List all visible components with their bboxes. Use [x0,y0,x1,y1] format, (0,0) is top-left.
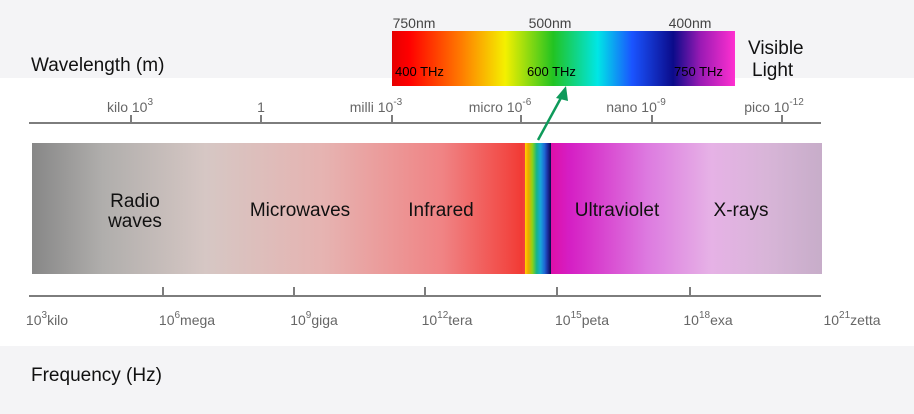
wavelength-tick-label-milli: milli 10-3 [349,97,403,116]
wavelength-tick-label-one: 1 [257,99,265,115]
visible-spectrum-bar [392,31,735,86]
visible-band-strip [525,143,551,274]
region-label-infrared: Infrared [408,200,474,221]
frequency-400thz-label: 400 THz [395,64,444,79]
frequency-tick-label-tera: 1012tera [421,310,473,329]
region-label-radio-waves: Radio waves [108,192,162,232]
wavelength-tick [260,115,262,123]
region-label-xrays: X-rays [713,200,769,221]
frequency-tick [556,287,558,295]
frequency-tick [424,287,426,295]
frequency-tick-label-peta: 1015peta [555,310,609,329]
frequency-tick [162,287,164,295]
wavelength-tick-label-nano: nano 10-9 [606,97,666,116]
wavelength-tick-label-micro: micro 10-6 [468,97,532,116]
wavelength-750nm-label: 750nm [392,15,436,31]
wavelength-axis-title: Wavelength (m) [31,55,165,76]
frequency-tick [293,287,295,295]
frequency-tick-label-zetta: 1021zetta [823,310,881,329]
visible-light-label-line1: Visible [748,38,804,59]
wavelength-axis-line [29,122,821,124]
frequency-750thz-label: 750 THz [674,64,723,79]
radio-label-line1: Radio [110,191,160,212]
frequency-tick [689,287,691,295]
frequency-tick-label-kilo: 103kilo [25,310,69,329]
bottom-band [0,346,914,414]
wavelength-500nm-label: 500nm [528,15,572,31]
wavelength-tick-label-pico: pico 10-12 [744,97,804,116]
frequency-axis-line [29,295,821,297]
radio-label-line2: waves [108,211,162,232]
frequency-tick-label-giga: 109giga [290,310,338,329]
frequency-axis-title: Frequency (Hz) [31,365,162,386]
wavelength-400nm-label: 400nm [668,15,712,31]
frequency-tick-label-mega: 106mega [158,310,216,329]
region-label-ultraviolet: Ultraviolet [574,200,660,221]
frequency-600thz-label: 600 THz [527,64,576,79]
wavelength-tick [651,115,653,123]
visible-light-label-line2: Light [752,60,794,81]
wavelength-tick [130,115,132,123]
wavelength-tick [520,115,522,123]
frequency-tick-label-exa: 1018exa [683,310,733,329]
region-label-microwaves: Microwaves [249,200,351,221]
wavelength-tick [781,115,783,123]
wavelength-tick [391,115,393,123]
electromagnetic-spectrum-bar [32,143,822,274]
wavelength-tick-label-kilo: kilo 103 [106,97,154,116]
